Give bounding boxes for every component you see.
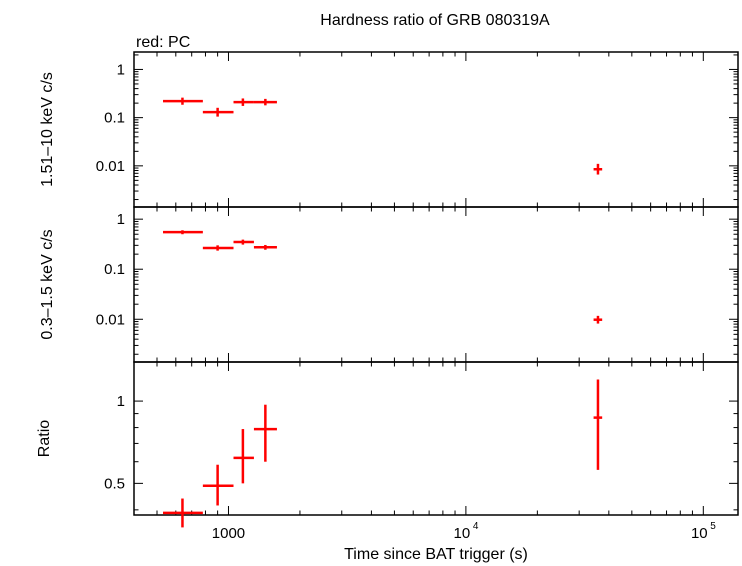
data-point [233, 239, 254, 245]
data-point [163, 97, 203, 105]
data-point [253, 244, 277, 250]
data-point [163, 230, 203, 235]
data-point [233, 98, 254, 106]
data-point [253, 98, 277, 106]
data-point [202, 464, 234, 506]
data-point [593, 163, 603, 175]
data-point [163, 498, 203, 528]
chart-title: Hardness ratio of GRB 080319A [320, 12, 550, 29]
panels: 1 0.1 0.01 1.51–10 keV c/s 1 0.1 0.01 0.3–1.5 k… [36, 51, 739, 542]
y-tick-label: 0.01 [96, 158, 125, 175]
panel-soft: 1 0.1 0.01 0.3–1.5 keV c/s [39, 206, 739, 363]
y-axis-label-soft: 0.3–1.5 keV c/s [39, 229, 56, 339]
x-tick-label: 1000 [212, 525, 245, 542]
data-point [253, 404, 277, 462]
x-axis-label: Time since BAT trigger (s) [344, 546, 528, 563]
y-tick-label: 1 [117, 393, 125, 410]
y-tick-label: 0.01 [96, 311, 125, 328]
panel-hard: 1 0.1 0.01 1.51–10 keV c/s [39, 51, 739, 208]
y-axis-label-hard: 1.51–10 keV c/s [39, 72, 56, 187]
x-tick-label-exponent: 4 [473, 521, 479, 532]
data-point [202, 107, 234, 117]
x-tick-label: 10 [454, 525, 471, 542]
y-axis-label-ratio: Ratio [36, 420, 53, 457]
data-point [593, 315, 603, 324]
panel-frame [133, 51, 739, 208]
y-tick-label: 0.5 [104, 475, 125, 492]
y-tick-label: 1 [117, 61, 125, 78]
y-tick-label: 0.1 [104, 261, 125, 278]
x-tick-label: 10 [691, 525, 708, 542]
panel-frame [133, 206, 739, 363]
data-point [233, 429, 254, 484]
y-tick-label: 0.1 [104, 110, 125, 127]
data-point [202, 245, 234, 251]
panel-frame [133, 361, 739, 516]
data-point [593, 379, 603, 470]
x-tick-label-exponent: 5 [710, 521, 716, 532]
chart-subtitle: red: PC [136, 34, 190, 51]
panel-ratio: 1 0.5 Ratio [36, 361, 739, 528]
y-tick-label: 1 [117, 211, 125, 228]
